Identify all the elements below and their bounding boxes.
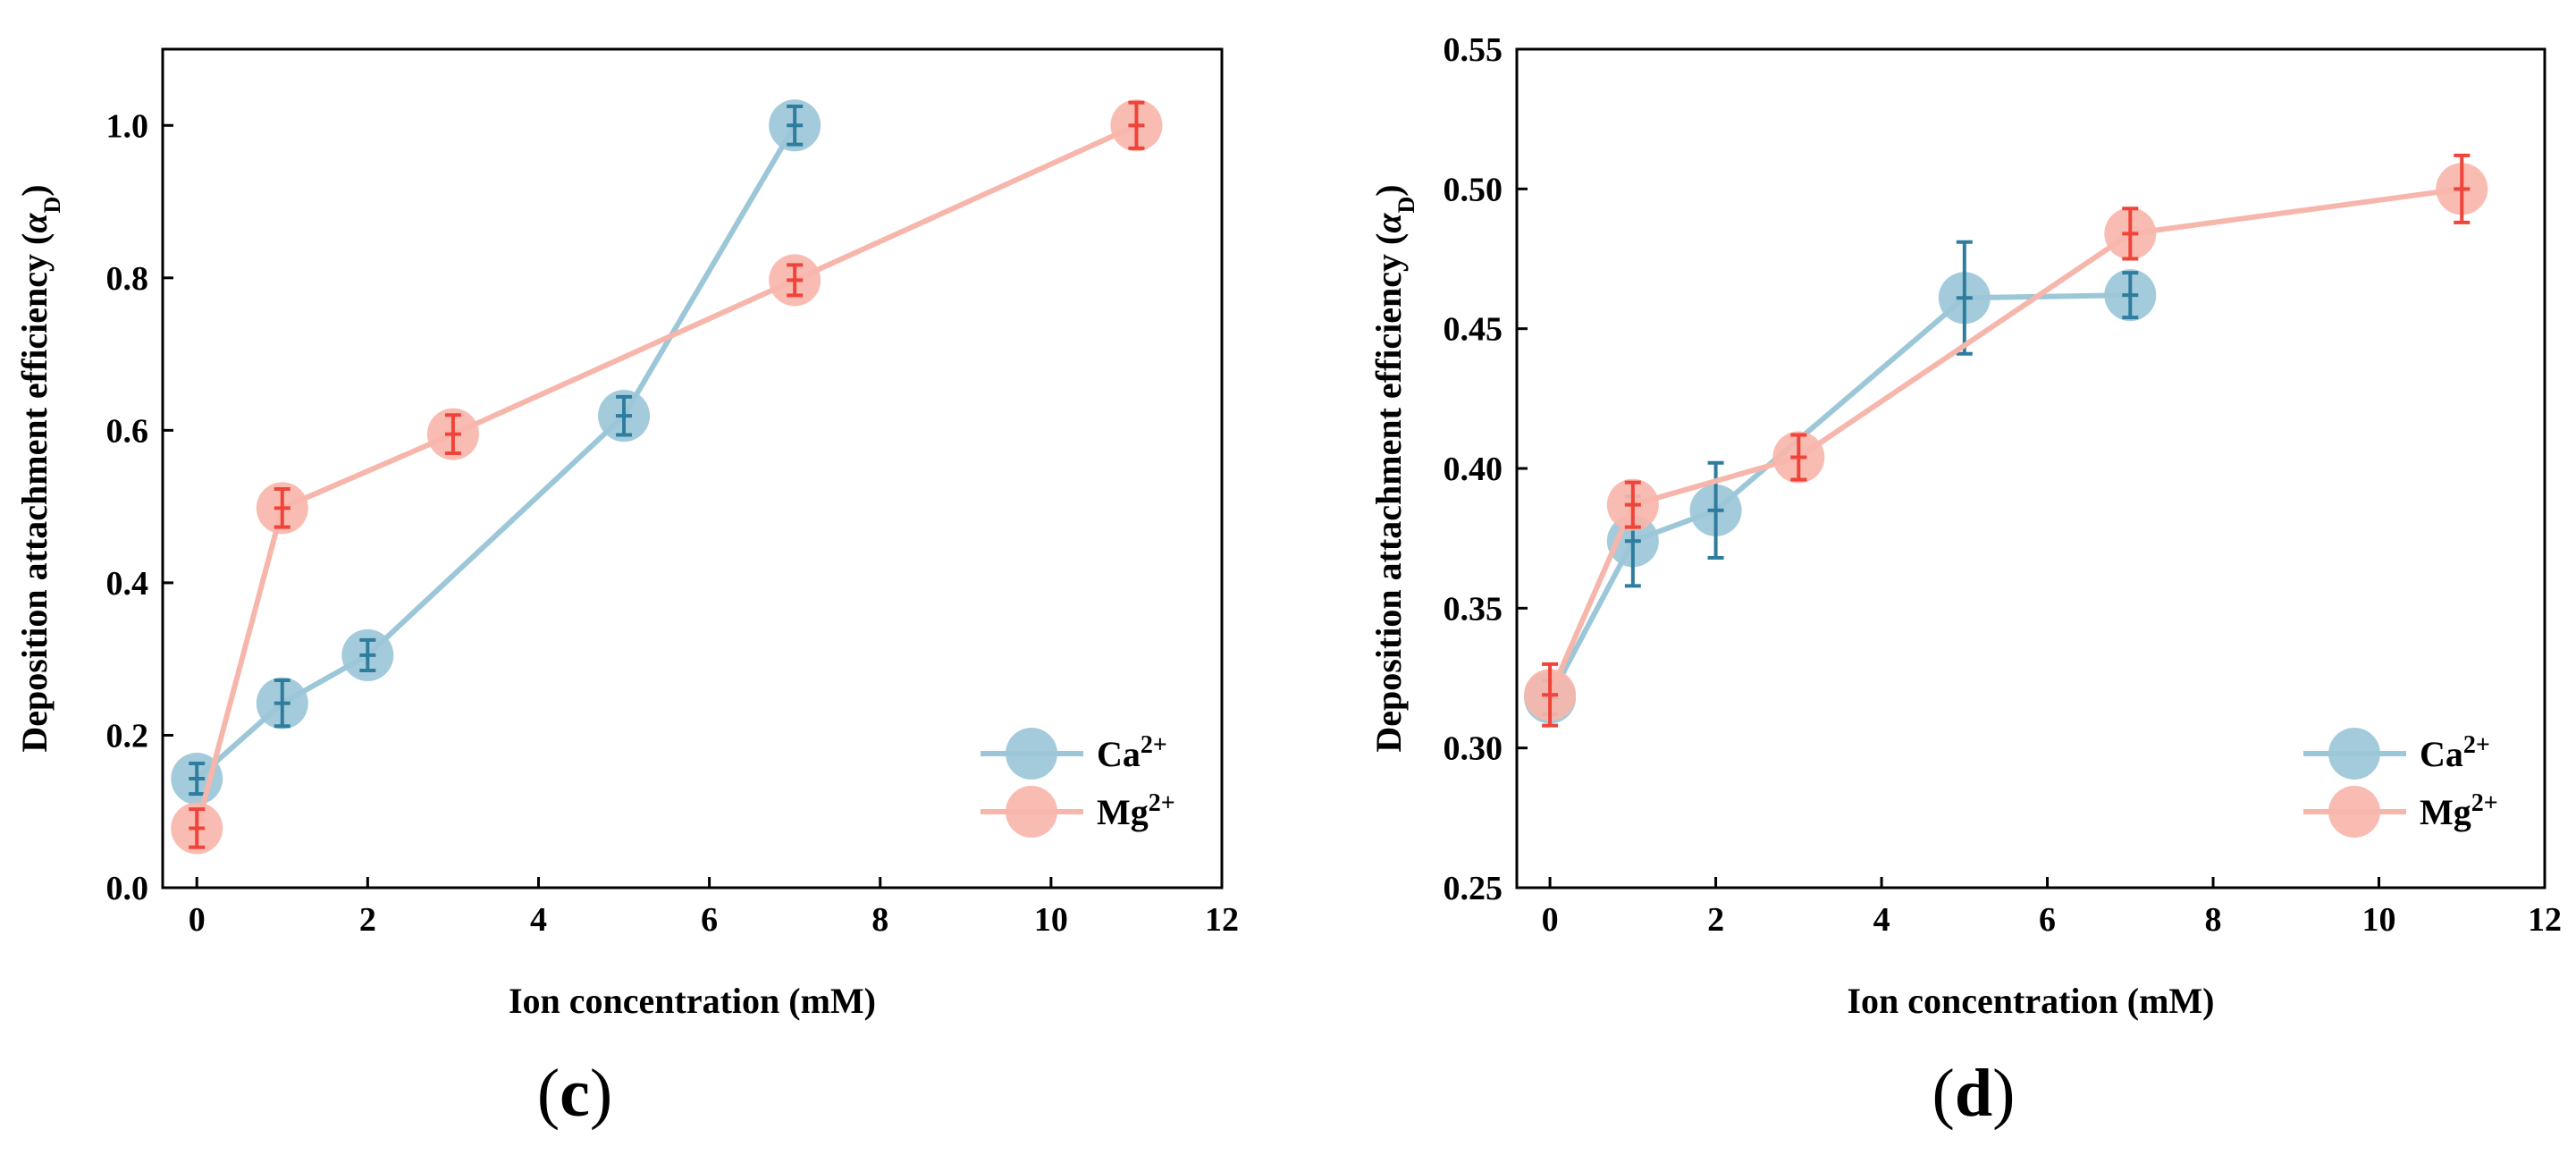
legend-entry-mg: Mg2+ <box>2303 786 2498 838</box>
y-axis-title: Deposition attachment efficiency (αD) <box>1368 184 1419 752</box>
x-tick-label: 2 <box>1707 901 1724 939</box>
chart-panel-d: 0 2 4 6 8 10 12 0.25 0.30 0.35 0.40 0.45 0.50 0.55 Ion… <box>1368 31 2562 1021</box>
x-tick-label: 6 <box>2039 901 2056 939</box>
y-tick-label: 0.4 <box>106 565 149 603</box>
x-tick-label: 4 <box>530 901 547 939</box>
y-tick-label: 0.50 <box>1444 171 1503 208</box>
plot-frame <box>161 47 1224 890</box>
y-tick-label: 0.45 <box>1444 311 1503 349</box>
legend-entry-ca: Ca2+ <box>981 728 1167 780</box>
y-tick-label: 0.8 <box>106 260 149 298</box>
legend-entry-ca: Ca2+ <box>2303 728 2490 780</box>
x-tick-label: 10 <box>1034 901 1068 939</box>
legend-marker <box>1006 728 1057 780</box>
panel-label-d: (d) <box>1932 1056 2016 1131</box>
x-tick-label: 2 <box>359 901 376 939</box>
y-tick-label: 0.0 <box>106 870 149 907</box>
series-line <box>1547 186 2462 696</box>
x-tick-label: 12 <box>2528 901 2562 939</box>
x-axis-title: Ion concentration (mM) <box>1847 981 2214 1021</box>
series-ca <box>1524 240 2157 724</box>
x-tick-label: 10 <box>2362 901 2396 939</box>
chart-panel-c: 0 2 4 6 8 10 12 0.0 0.2 0.4 0.6 0.8 1.0 Ion concentra… <box>14 47 1239 1021</box>
series-ca <box>171 99 821 805</box>
series-mg <box>171 99 1163 855</box>
legend-marker <box>1006 786 1057 838</box>
legend-label: Mg2+ <box>2420 789 2498 833</box>
panel-label-c: (c) <box>536 1056 613 1131</box>
plot-frame <box>1515 47 2547 890</box>
legend-marker <box>2328 786 2380 838</box>
y-axis-title: Deposition attachment efficiency (αD) <box>14 184 65 752</box>
x-tick-label: 4 <box>1873 901 1890 939</box>
legend-label: Ca2+ <box>1097 731 1167 775</box>
legend-label: Ca2+ <box>2420 731 2490 775</box>
x-tick-label: 0 <box>189 901 206 939</box>
y-tick-label: 0.40 <box>1444 451 1503 488</box>
series-line <box>194 122 1138 830</box>
y-tick-label: 0.2 <box>106 717 149 755</box>
x-tick-label: 8 <box>2205 901 2222 939</box>
y-tick-label: 1.0 <box>106 107 149 145</box>
y-tick-label: 0.55 <box>1444 31 1503 69</box>
legend-label: Mg2+ <box>1097 789 1175 833</box>
series-mg <box>1524 153 2488 728</box>
y-tick-label: 0.35 <box>1444 590 1503 628</box>
y-tick-label: 0.30 <box>1444 730 1503 768</box>
y-tick-label: 0.25 <box>1444 870 1503 907</box>
x-tick-label: 12 <box>1205 901 1239 939</box>
x-tick-label: 6 <box>701 901 718 939</box>
y-tick-label: 0.6 <box>106 412 149 450</box>
x-tick-label: 8 <box>871 901 888 939</box>
legend-marker <box>2328 728 2380 780</box>
x-axis-title: Ion concentration (mM) <box>509 981 876 1021</box>
legend-entry-mg: Mg2+ <box>981 786 1175 838</box>
x-tick-label: 0 <box>1542 901 1559 939</box>
